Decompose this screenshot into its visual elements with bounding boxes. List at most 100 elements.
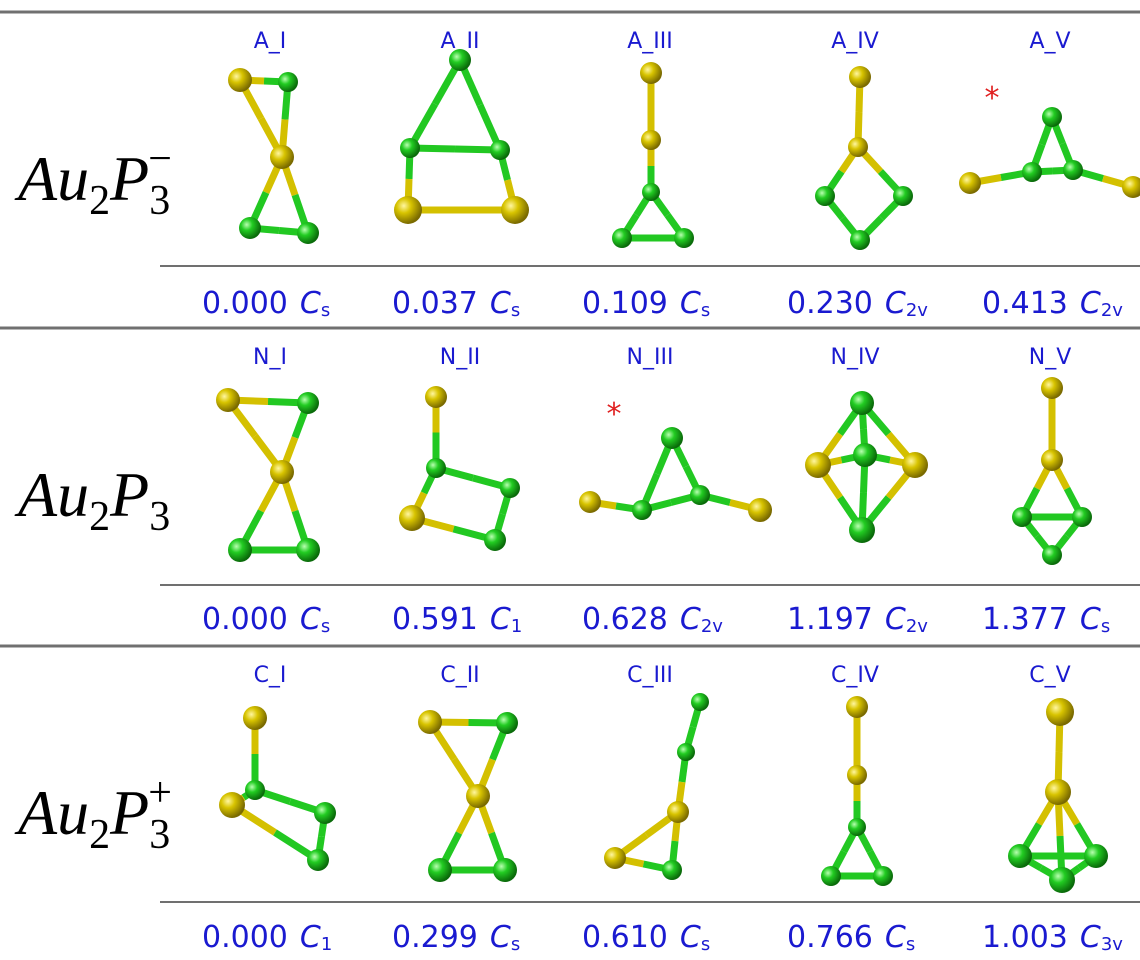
gold-atom — [604, 847, 626, 869]
phosphorus-atom — [490, 140, 510, 160]
molecule — [1012, 377, 1092, 565]
phosphorus-atom — [426, 458, 446, 478]
phosphorus-atom — [1008, 844, 1032, 868]
gold-atom — [848, 137, 868, 157]
symmetry-subscript: 3v — [1101, 934, 1123, 955]
gold-atom — [748, 498, 772, 522]
figure: Au2P3−A_I0.000CsA_II0.037CsA_III0.109CsA… — [0, 0, 1140, 960]
phosphorus-atom — [1042, 107, 1062, 127]
symmetry-subscript: 2v — [906, 300, 928, 321]
phosphorus-atom — [632, 500, 652, 520]
phosphorus-atom — [449, 49, 471, 71]
isomer-label: C_V — [1029, 663, 1070, 688]
symmetry-subscript: s — [906, 934, 915, 955]
phosphorus-atom — [873, 866, 893, 886]
gold-atom — [466, 784, 490, 808]
energy: 0.413 — [982, 286, 1068, 321]
molecule — [959, 107, 1140, 198]
energy: 1.003 — [982, 920, 1068, 955]
energy-symmetry: 1.377Cs — [982, 602, 1110, 637]
isomer-label: N_V — [1029, 345, 1072, 370]
phosphorus-atom — [850, 391, 874, 415]
gold-atom — [902, 452, 928, 478]
symmetry-subscript: 2v — [701, 616, 723, 637]
phosphorus-atom — [674, 228, 694, 248]
page: Au2P3−A_I0.000CsA_II0.037CsA_III0.109CsA… — [0, 0, 1140, 960]
phosphorus-atom — [661, 427, 683, 449]
formula-element: P — [109, 143, 149, 214]
molecule — [612, 62, 694, 248]
energy: 0.000 — [202, 286, 288, 321]
energy-symmetry: 0.000C1 — [202, 920, 332, 955]
isomer-label: C_III — [627, 663, 673, 688]
gold-atom — [270, 145, 294, 169]
energy: 0.628 — [582, 602, 668, 637]
phosphorus-atom — [297, 392, 319, 414]
energy: 0.610 — [582, 920, 668, 955]
gold-atom — [667, 801, 689, 823]
gold-atom — [847, 765, 867, 785]
phosphorus-atom — [850, 230, 870, 250]
symmetry-subscript: s — [321, 616, 330, 637]
isomer-label: C_IV — [831, 663, 879, 688]
formula-charge: − — [148, 136, 172, 182]
isomer-label: N_I — [253, 345, 287, 370]
energy: 0.591 — [392, 602, 478, 637]
formula-element: Au — [14, 777, 89, 848]
gold-atom — [1046, 698, 1074, 726]
symmetry: C — [885, 286, 906, 321]
asterisk: * — [607, 397, 622, 432]
isomer-label: C_II — [440, 663, 479, 688]
phosphorus-atom — [677, 743, 695, 761]
phosphorus-atom — [428, 858, 452, 882]
gold-atom — [1041, 377, 1063, 399]
molecule — [821, 696, 893, 886]
formula-subscript: 3 — [149, 812, 170, 858]
isomer-label: N_III — [627, 345, 674, 370]
symmetry-subscript: 1 — [511, 616, 522, 637]
energy: 0.766 — [787, 920, 873, 955]
gold-atom — [640, 62, 662, 84]
energy: 1.197 — [787, 602, 873, 637]
energy-symmetry: 0.109Cs — [582, 286, 710, 321]
energy-symmetry: 0.037Cs — [392, 286, 520, 321]
formula: Au2P3+ — [14, 770, 172, 858]
isomer-label: N_IV — [831, 345, 880, 370]
phosphorus-atom — [493, 858, 517, 882]
symmetry: C — [885, 602, 906, 637]
gold-atom — [243, 706, 267, 730]
isomer-label: N_II — [440, 345, 480, 370]
molecule — [604, 693, 709, 880]
energy: 0.000 — [202, 602, 288, 637]
symmetry: C — [300, 920, 321, 955]
molecule — [579, 427, 772, 522]
energy: 0.230 — [787, 286, 873, 321]
molecule — [228, 68, 319, 244]
phosphorus-atom — [848, 818, 866, 836]
symmetry: C — [680, 602, 701, 637]
symmetry: C — [1080, 286, 1101, 321]
gold-atom — [501, 196, 529, 224]
symmetry: C — [680, 286, 701, 321]
molecule — [815, 66, 913, 250]
molecule — [216, 388, 320, 562]
phosphorus-atom — [1012, 507, 1032, 527]
gold-atom — [1045, 779, 1071, 805]
phosphorus-atom — [1063, 160, 1083, 180]
phosphorus-atom — [278, 72, 298, 92]
phosphorus-atom — [815, 186, 835, 206]
molecule — [399, 386, 520, 551]
gold-atom — [849, 66, 871, 88]
phosphorus-atom — [400, 138, 420, 158]
phosphorus-atom — [245, 780, 265, 800]
phosphorus-atom — [612, 228, 632, 248]
formula-element: Au — [14, 143, 89, 214]
phosphorus-atom — [1049, 867, 1075, 893]
